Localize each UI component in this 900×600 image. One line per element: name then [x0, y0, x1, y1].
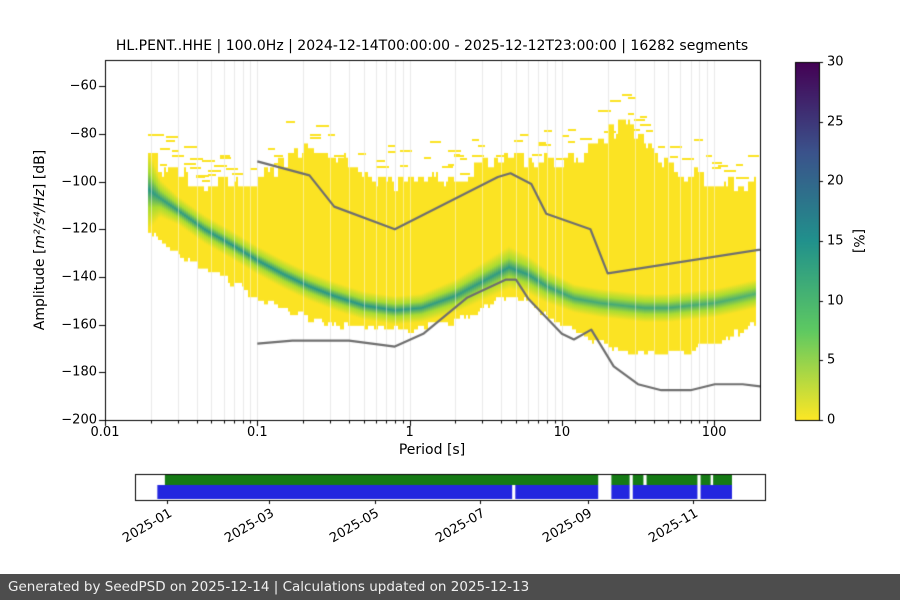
- y-axis-label-suffix: ] [dB]: [32, 149, 48, 190]
- y-axis-label-math: m²/s⁴/Hz: [32, 189, 48, 249]
- y-axis-label-prefix: Amplitude [: [32, 248, 48, 331]
- plot-title: HL.PENT..HHE | 100.0Hz | 2024-12-14T00:0…: [115, 38, 749, 54]
- y-tick-label: −200: [61, 412, 97, 428]
- x-tick-label: 10: [553, 425, 571, 440]
- colorbar-tick-label: 0: [827, 412, 836, 428]
- footer-text: Generated by SeedPSD on 2025-12-14 | Cal…: [8, 579, 530, 595]
- colorbar-tick-label: 5: [827, 352, 836, 368]
- colorbar-tick-label: 20: [827, 173, 844, 189]
- y-tick-label: −100: [61, 174, 97, 190]
- x-tick-label: 0.01: [90, 425, 120, 440]
- colorbar-label: [%]: [850, 228, 866, 254]
- x-tick-label: 100: [701, 425, 727, 440]
- x-tick-label: 1: [405, 425, 414, 440]
- x-axis-label: Period [s]: [398, 442, 466, 458]
- y-tick-label: −140: [61, 269, 97, 285]
- y-tick-label: −180: [61, 364, 97, 380]
- x-tick-label: 0.1: [246, 425, 268, 440]
- colorbar-tick-label: 25: [827, 114, 844, 130]
- colorbar-tick-label: 15: [827, 233, 844, 249]
- footer-bar: Generated by SeedPSD on 2025-12-14 | Cal…: [0, 574, 900, 600]
- y-tick-label: −120: [61, 221, 97, 237]
- y-tick-label: −160: [61, 317, 97, 333]
- y-tick-label: −80: [69, 126, 97, 142]
- colorbar-tick-label: 30: [827, 54, 844, 70]
- colorbar-tick-label: 10: [827, 293, 844, 309]
- y-tick-label: −60: [69, 78, 97, 94]
- y-axis-label: Amplitude [m²/s⁴/Hz] [dB]: [32, 150, 48, 330]
